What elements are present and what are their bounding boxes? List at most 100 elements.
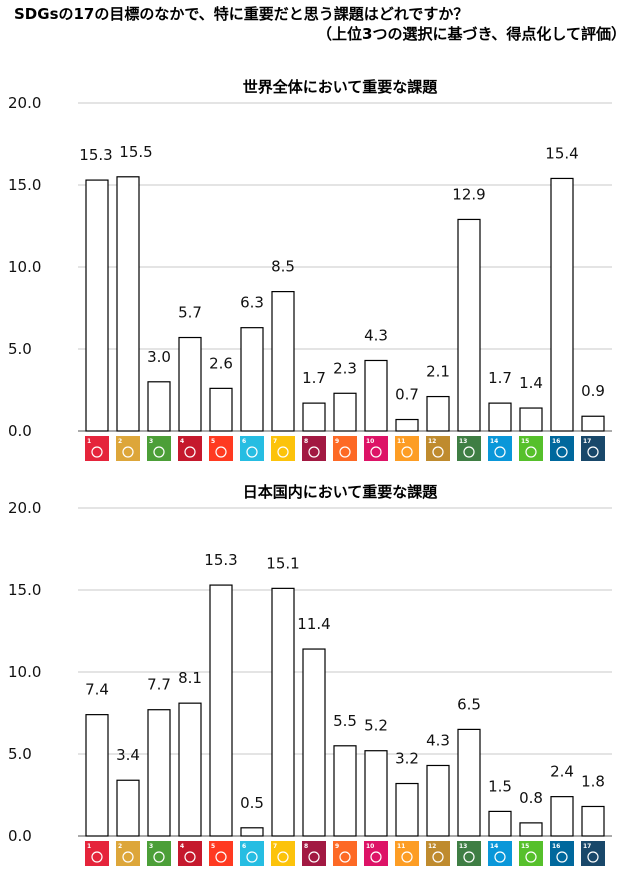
value-label: 1.7 bbox=[488, 369, 512, 387]
svg-text:4: 4 bbox=[180, 843, 184, 850]
sdg-goal-9-icon: 9 bbox=[333, 436, 357, 461]
svg-text:14: 14 bbox=[490, 843, 498, 850]
svg-text:12: 12 bbox=[428, 438, 436, 445]
value-label: 5.7 bbox=[178, 304, 202, 322]
sdg-goal-3-icon: 3 bbox=[147, 436, 171, 461]
sdg-goal-5-icon: 5 bbox=[209, 436, 233, 461]
bar-goal-6 bbox=[240, 327, 264, 432]
y-tick-label: 10.0 bbox=[8, 258, 41, 276]
svg-text:10: 10 bbox=[366, 438, 374, 445]
bar-goal-16 bbox=[550, 177, 574, 432]
value-label: 2.6 bbox=[209, 354, 233, 372]
bar-goal-11 bbox=[395, 782, 419, 837]
svg-text:8: 8 bbox=[304, 438, 308, 445]
value-label: 15.4 bbox=[545, 144, 578, 162]
bar-goal-1 bbox=[85, 714, 109, 837]
svg-text:12: 12 bbox=[428, 843, 436, 850]
sdg-goal-14-icon: 14 bbox=[488, 841, 512, 866]
svg-text:6: 6 bbox=[242, 438, 246, 445]
bar-goal-2 bbox=[116, 779, 140, 837]
svg-text:14: 14 bbox=[490, 438, 498, 445]
bar-goal-12 bbox=[426, 764, 450, 837]
value-label: 12.9 bbox=[452, 185, 485, 203]
sdg-goal-16-icon: 16 bbox=[550, 841, 574, 866]
bar-goal-3 bbox=[147, 381, 171, 432]
svg-text:1: 1 bbox=[87, 843, 91, 850]
bar-goal-9 bbox=[333, 745, 357, 837]
page-title-line2: （上位3つの選択に基づき、得点化して評価） bbox=[317, 25, 626, 43]
sdg-goal-4-icon: 4 bbox=[178, 436, 202, 461]
value-label: 4.3 bbox=[364, 326, 388, 344]
bar-goal-9 bbox=[333, 392, 357, 432]
svg-text:9: 9 bbox=[335, 438, 339, 445]
page-title: SDGsの17の目標のなかで、特に重要だと思う課題はどれですか？ （上位3つの選… bbox=[14, 4, 626, 44]
sdg-goal-3-icon: 3 bbox=[147, 841, 171, 866]
bar-goal-6 bbox=[240, 827, 264, 837]
bar-goal-3 bbox=[147, 709, 171, 837]
chart-title-world: 世界全体において重要な課題 bbox=[243, 78, 439, 96]
svg-text:16: 16 bbox=[552, 843, 560, 850]
bar-goal-7 bbox=[271, 587, 295, 837]
value-label: 0.5 bbox=[240, 794, 264, 812]
sdg-goal-2-icon: 2 bbox=[116, 436, 140, 461]
value-label: 1.5 bbox=[488, 777, 512, 795]
bar-goal-7 bbox=[271, 291, 295, 432]
world-bar-chart: 世界全体において重要な課題 0.05.010.015.020.0 15.3 15.… bbox=[8, 78, 612, 461]
sdg-goal-1-icon: 1 bbox=[85, 841, 109, 866]
value-label: 15.5 bbox=[119, 143, 152, 161]
sdg-goal-7-icon: 7 bbox=[271, 436, 295, 461]
value-label: 4.3 bbox=[426, 731, 450, 749]
value-label: 3.4 bbox=[116, 746, 140, 764]
sdg-goal-6-icon: 6 bbox=[240, 436, 264, 461]
svg-text:17: 17 bbox=[583, 438, 591, 445]
value-label: 15.3 bbox=[204, 551, 237, 569]
bar-goal-1 bbox=[85, 179, 109, 432]
svg-text:13: 13 bbox=[459, 843, 467, 850]
bar-goal-17 bbox=[581, 415, 605, 432]
svg-text:7: 7 bbox=[273, 438, 277, 445]
svg-text:6: 6 bbox=[242, 843, 246, 850]
sdg-goal-11-icon: 11 bbox=[395, 841, 419, 866]
svg-text:5: 5 bbox=[211, 438, 215, 445]
sdg-goal-13-icon: 13 bbox=[457, 436, 481, 461]
svg-text:8: 8 bbox=[304, 843, 308, 850]
value-label: 11.4 bbox=[297, 615, 330, 633]
y-tick-label: 0.0 bbox=[8, 827, 32, 845]
value-label: 6.5 bbox=[457, 695, 481, 713]
bar-goal-5 bbox=[209, 387, 233, 432]
sdg-goal-13-icon: 13 bbox=[457, 841, 481, 866]
bar-goal-11 bbox=[395, 418, 419, 432]
svg-text:11: 11 bbox=[397, 438, 405, 445]
svg-text:2: 2 bbox=[118, 843, 122, 850]
bar-goal-17 bbox=[581, 805, 605, 837]
svg-text:11: 11 bbox=[397, 843, 405, 850]
chart-title-japan: 日本国内において重要な課題 bbox=[243, 483, 439, 501]
value-label: 3.2 bbox=[395, 750, 419, 768]
svg-text:17: 17 bbox=[583, 843, 591, 850]
japan-bar-chart: 日本国内において重要な課題 0.0 5.0 10.0 15.0 20.0 7.4 3.4 7… bbox=[8, 483, 612, 866]
value-label: 3.0 bbox=[147, 348, 171, 366]
value-label: 8.5 bbox=[271, 258, 295, 276]
svg-text:3: 3 bbox=[149, 843, 153, 850]
y-tick-label: 5.0 bbox=[8, 340, 32, 358]
bar-goal-14 bbox=[488, 402, 512, 432]
y-tick-label: 15.0 bbox=[8, 176, 41, 194]
value-label: 6.3 bbox=[240, 294, 264, 312]
sdg-goal-17-icon: 17 bbox=[581, 841, 605, 866]
sdg-goal-10-icon: 10 bbox=[364, 841, 388, 866]
value-label: 8.1 bbox=[178, 669, 202, 687]
bar-goal-10 bbox=[364, 750, 388, 837]
svg-text:9: 9 bbox=[335, 843, 339, 850]
sdg-goal-14-icon: 14 bbox=[488, 436, 512, 461]
sdg-goal-1-icon: 1 bbox=[85, 436, 109, 461]
value-label: 7.4 bbox=[85, 681, 109, 699]
sdg-goal-4-icon: 4 bbox=[178, 841, 202, 866]
y-tick-label: 0.0 bbox=[8, 422, 32, 440]
svg-text:15: 15 bbox=[521, 438, 529, 445]
value-label: 2.1 bbox=[426, 363, 450, 381]
sdg-goal-16-icon: 16 bbox=[550, 436, 574, 461]
bar-goal-5 bbox=[209, 584, 233, 837]
svg-text:1: 1 bbox=[87, 438, 91, 445]
sdg-goal-9-icon: 9 bbox=[333, 841, 357, 866]
sdg-goal-12-icon: 12 bbox=[426, 436, 450, 461]
